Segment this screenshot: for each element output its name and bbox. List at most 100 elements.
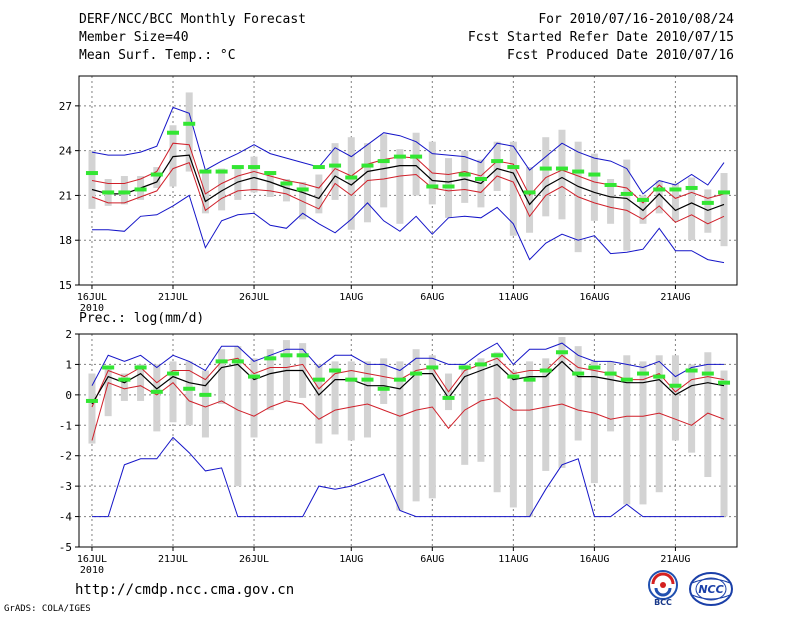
y-tick-label: -4 <box>59 511 73 524</box>
spread-bar <box>688 364 696 453</box>
observed-marker <box>718 380 731 385</box>
observed-marker <box>669 187 682 192</box>
observed-marker <box>167 371 179 376</box>
observed-marker <box>718 190 731 195</box>
chart-title: Prec.: log(mm/d) <box>79 311 204 326</box>
spread-bar <box>607 361 615 432</box>
spread-bar <box>88 150 96 209</box>
spread-bar <box>574 346 582 441</box>
observed-marker <box>345 175 358 180</box>
forecast-period-label: For 2010/07/16-2010/08/24 <box>538 12 734 27</box>
spread-bar <box>704 189 712 233</box>
x-tick-label: 16JUL <box>77 292 107 303</box>
observed-marker <box>637 371 649 376</box>
spread-bar <box>720 370 728 517</box>
observed-marker <box>588 172 601 177</box>
spread-bar <box>266 349 274 411</box>
observed-marker <box>393 377 406 382</box>
observed-marker <box>523 377 536 382</box>
spread-bar <box>201 370 209 438</box>
observed-marker <box>555 350 568 355</box>
y-tick-label: 21 <box>59 189 72 202</box>
observed-marker <box>426 365 439 370</box>
spread-bar <box>185 361 193 426</box>
ncc-logo-icon: NCC <box>689 572 733 606</box>
observed-marker <box>653 187 666 192</box>
spread-bar <box>315 364 323 444</box>
spread-bar <box>137 364 145 401</box>
observed-marker <box>604 371 617 376</box>
observed-marker <box>329 163 342 168</box>
series-line-upper <box>91 354 725 408</box>
source-url: http://cmdp.ncc.cma.gov.cn <box>75 582 295 598</box>
observed-marker <box>474 177 487 182</box>
spread-bar <box>169 361 177 423</box>
forecast-produced-label: Fcst Produced Date 2010/07/16 <box>507 48 734 63</box>
spread-bar <box>250 156 258 193</box>
member-size-label: Member Size=40 <box>79 30 189 45</box>
spread-bar <box>396 361 404 511</box>
observed-marker <box>264 356 277 361</box>
x-tick-label: 2010 <box>80 565 104 576</box>
observed-marker <box>361 163 374 168</box>
observed-marker <box>555 166 568 171</box>
spread-bar <box>299 181 307 220</box>
y-tick-label: 1 <box>65 358 72 371</box>
observed-marker <box>118 377 131 382</box>
observed-marker <box>491 159 504 164</box>
observed-marker <box>296 353 309 358</box>
series-line-min <box>92 194 725 264</box>
x-tick-label: 11AUG <box>498 292 528 303</box>
spread-bar <box>380 134 388 208</box>
observed-marker <box>442 395 455 400</box>
observed-marker <box>458 365 471 370</box>
spread-bar <box>347 137 355 230</box>
spread-bar <box>542 137 550 217</box>
spread-bar <box>607 179 615 224</box>
observed-marker <box>685 368 698 373</box>
spread-bar <box>331 361 339 435</box>
observed-marker <box>474 362 487 367</box>
observed-marker <box>685 185 698 190</box>
observed-marker <box>507 165 520 170</box>
spread-bar <box>558 337 566 468</box>
x-tick-label: 21AUG <box>660 292 690 303</box>
plot-frame <box>78 75 738 286</box>
x-tick-label: 26JUL <box>239 292 269 303</box>
observed-marker <box>183 121 196 126</box>
observed-marker <box>231 165 244 170</box>
spread-bar <box>509 141 517 236</box>
observed-marker <box>507 374 520 379</box>
observed-marker <box>539 166 552 171</box>
observed-marker <box>539 368 552 373</box>
observed-marker <box>669 383 682 388</box>
observed-marker <box>248 165 261 170</box>
observed-marker <box>620 377 633 382</box>
spread-bar <box>623 159 631 251</box>
spread-bar <box>363 143 371 223</box>
observed-marker <box>572 371 585 376</box>
forecast-start-label: Fcst Started Refer Date 2010/07/15 <box>467 30 734 45</box>
spread-bar <box>590 361 598 484</box>
spread-bar <box>688 177 696 241</box>
observed-marker <box>150 172 163 177</box>
x-tick-label: 2010 <box>80 303 104 314</box>
observed-marker <box>215 359 228 364</box>
spread-bar <box>363 361 371 438</box>
spread-bar <box>185 92 193 172</box>
plot-frame <box>78 333 738 548</box>
observed-marker <box>167 130 179 135</box>
observed-marker <box>701 371 714 376</box>
observed-marker <box>248 374 261 379</box>
bcc-logo-icon: BCC <box>648 570 678 607</box>
spread-bar <box>88 373 96 444</box>
observed-marker <box>458 172 471 177</box>
series-line-upper <box>91 142 725 204</box>
series-line-min <box>92 436 724 518</box>
y-tick-label: 2 <box>65 328 72 341</box>
x-tick-label: 21JUL <box>158 554 188 565</box>
y-tick-label: 15 <box>59 279 72 292</box>
spread-bar <box>655 355 663 493</box>
